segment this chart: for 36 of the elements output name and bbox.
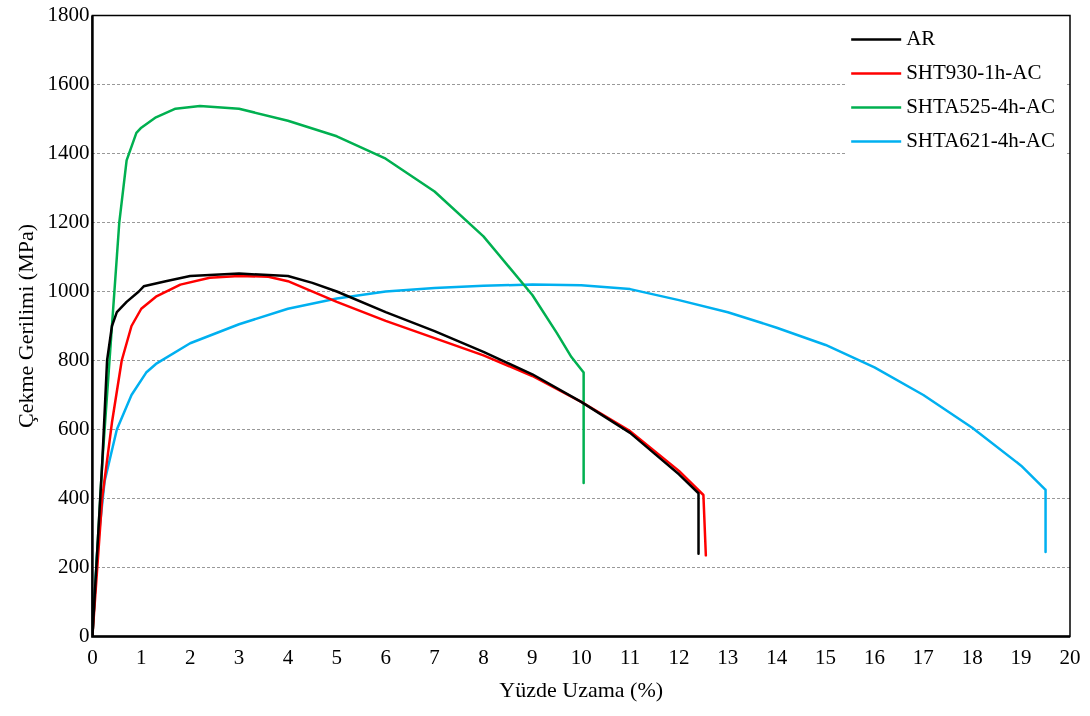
y-tick-label: 1000: [47, 278, 90, 303]
x-tick-label: 13: [717, 644, 739, 669]
x-tick-label: 19: [1010, 644, 1032, 669]
y-tick-label: 200: [57, 553, 90, 578]
y-tick-label: 400: [57, 484, 90, 509]
y-tick-label: 1600: [47, 71, 90, 96]
y-tick-label: 0: [78, 622, 90, 647]
y-tick-label: 1200: [47, 209, 90, 234]
x-tick-label: 11: [619, 644, 641, 669]
x-tick-label: 15: [815, 644, 837, 669]
x-tick-label: 6: [380, 644, 391, 669]
x-tick-label: 5: [331, 644, 343, 669]
x-tick-label: 4: [282, 644, 294, 669]
x-tick-label: 3: [233, 644, 245, 669]
x-axis-title: Yüzde Uzama (%): [499, 676, 664, 702]
x-tick-label: 14: [766, 644, 788, 669]
x-tick-label: 8: [478, 644, 489, 669]
y-tick-label: 600: [57, 415, 90, 440]
legend-label: SHT930-1h-AC: [906, 60, 1042, 85]
y-axis-title: Çekme Gerilimi (MPa): [12, 223, 38, 429]
legend-label: SHTA621-4h-AC: [906, 128, 1056, 153]
x-tick-label: 7: [429, 644, 440, 669]
y-tick-label: 1800: [47, 2, 90, 27]
x-tick-label: 10: [570, 644, 592, 669]
x-tick-label: 18: [961, 644, 983, 669]
x-tick-label: 12: [668, 644, 690, 669]
x-tick-label: 1: [136, 644, 147, 669]
x-tick-label: 2: [184, 644, 196, 669]
x-tick-label: 9: [527, 644, 538, 669]
x-tick-label: 20: [1059, 644, 1081, 669]
y-tick-label: 800: [57, 347, 90, 371]
legend-label: SHTA525-4h-AC: [906, 94, 1056, 119]
x-tick-label: 17: [912, 644, 934, 669]
y-tick-label: 1400: [47, 140, 90, 165]
legend-label: AR: [906, 26, 936, 51]
x-tick-label: 16: [863, 644, 885, 669]
